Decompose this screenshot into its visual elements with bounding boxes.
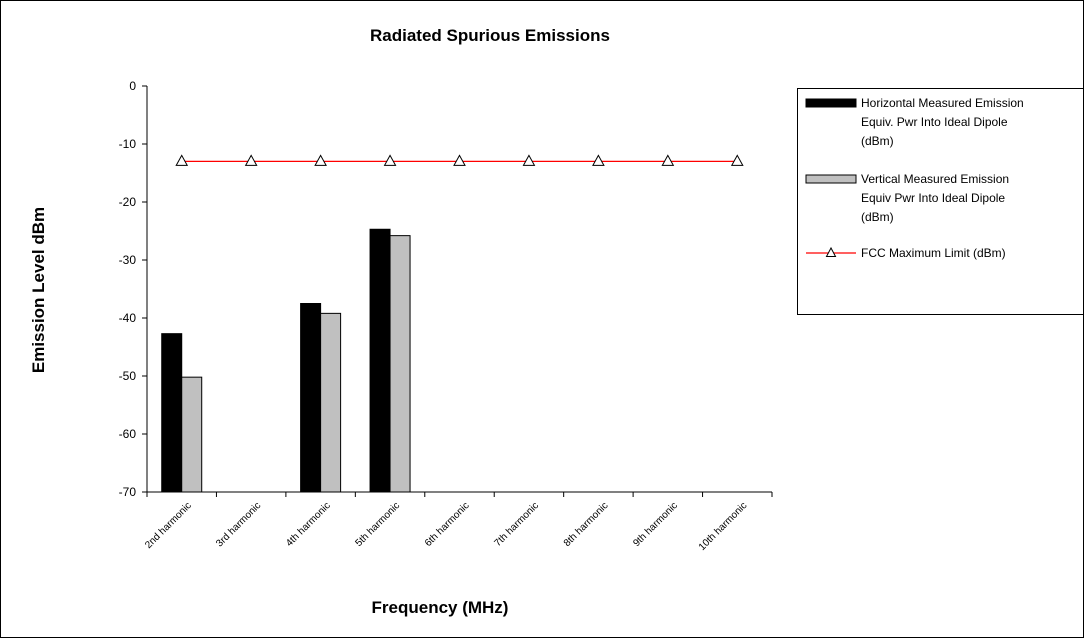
fcc-limit-point bbox=[592, 154, 605, 166]
y-tick-label: -20 bbox=[119, 195, 137, 209]
x-axis-title: Frequency (MHz) bbox=[372, 598, 509, 617]
chart-title: Radiated Spurious Emissions bbox=[370, 26, 610, 45]
fcc-limit-point bbox=[453, 154, 466, 166]
legend-label-line: Equiv Pwr Into Ideal Dipole bbox=[861, 191, 1005, 205]
legend-marker bbox=[825, 246, 837, 257]
legend-swatch bbox=[805, 174, 857, 184]
fcc-limit-point bbox=[314, 154, 327, 166]
legend-box bbox=[797, 88, 1084, 315]
legend-label-line: (dBm) bbox=[861, 210, 894, 224]
fcc-limit-point bbox=[522, 154, 536, 166]
y-tick-label: 0 bbox=[129, 79, 136, 93]
bar bbox=[300, 303, 322, 493]
fcc-limit-point bbox=[730, 154, 744, 166]
legend-label-line: FCC Maximum Limit (dBm) bbox=[861, 246, 1006, 260]
y-axis-title: Emission Level dBm bbox=[29, 207, 48, 373]
legend-label: Horizontal Measured Emission Equiv. Pwr I… bbox=[861, 96, 1024, 148]
bar bbox=[181, 376, 203, 493]
legend: Horizontal Measured Emission Equiv. Pwr I… bbox=[797, 88, 1084, 315]
legend-label-line: Vertical Measured Emission bbox=[861, 172, 1009, 186]
legend-label: Vertical Measured Emission Equiv Pwr Into… bbox=[861, 172, 1009, 224]
y-tick-label: -10 bbox=[119, 137, 137, 151]
bar bbox=[161, 333, 183, 493]
legend-label-line: Horizontal Measured Emission bbox=[861, 96, 1024, 110]
bar bbox=[369, 228, 391, 493]
bar bbox=[389, 235, 411, 493]
legend-label: FCC Maximum Limit (dBm) bbox=[861, 246, 1006, 260]
legend-label-line: (dBm) bbox=[861, 134, 894, 148]
fcc-limit-point bbox=[661, 154, 675, 166]
legend-label-line: Equiv. Pwr Into Ideal Dipole bbox=[861, 115, 1008, 129]
fcc-limit-point bbox=[383, 154, 397, 166]
y-tick-label: -40 bbox=[119, 311, 137, 325]
bar bbox=[320, 312, 342, 493]
y-tick-label: -50 bbox=[119, 369, 137, 383]
legend-swatch bbox=[805, 98, 857, 108]
y-tick-label: -70 bbox=[119, 485, 137, 499]
fcc-limit-point bbox=[175, 154, 189, 166]
y-tick-label: -30 bbox=[119, 253, 137, 267]
y-tick-label: -60 bbox=[119, 427, 137, 441]
fcc-limit-point bbox=[244, 154, 258, 166]
